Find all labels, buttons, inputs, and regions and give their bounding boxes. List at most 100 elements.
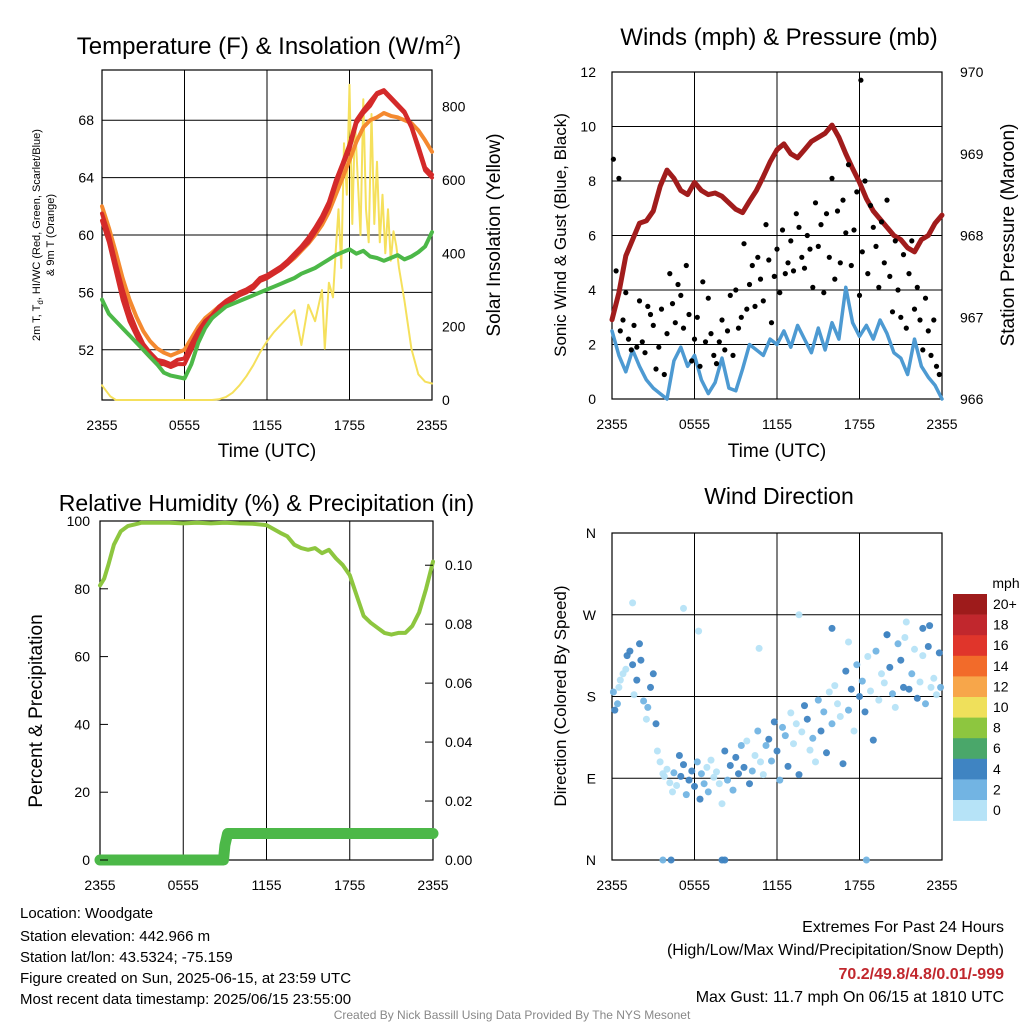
gust-point [810, 284, 816, 290]
direction-point [691, 782, 698, 790]
direction-point [905, 685, 913, 693]
temp-x-tick-1755-3: 1755 [334, 417, 365, 433]
gust-point [845, 162, 852, 168]
gust-point [892, 238, 898, 244]
direction-point [839, 760, 847, 768]
gust-point [829, 175, 835, 181]
gust-point [928, 352, 934, 358]
direction-point [937, 683, 945, 691]
direction-point [622, 665, 630, 673]
gust-point [832, 276, 838, 282]
direction-point [616, 676, 624, 684]
legend-swatch-20+ [953, 594, 987, 615]
station-pressure-line [609, 122, 945, 323]
rh-yr-tick-0.04: 0.04 [445, 734, 472, 750]
wind-y-right-label: Station Pressure (Maroon) [998, 124, 1019, 347]
direction-point [713, 768, 720, 776]
wind-x-tick-1155-2: 1155 [762, 416, 792, 432]
gust-point [774, 246, 780, 252]
rh-yr-tick-0.02: 0.02 [445, 793, 472, 809]
rh-y-tick-60: 60 [74, 649, 90, 665]
direction-point [680, 604, 687, 612]
gust-point [752, 303, 758, 309]
station-latlon: Station lat/lon: 43.5324; -75.159 [20, 949, 233, 966]
gust-point [683, 262, 689, 269]
direction-point [703, 763, 711, 771]
gust-point [724, 328, 731, 334]
rh-y-tick-0: 0 [82, 852, 90, 868]
rh-x-tick-2355-4: 2355 [417, 877, 448, 893]
direction-point [930, 674, 938, 682]
gust-point [812, 200, 819, 206]
direction-point [666, 779, 674, 787]
direction-point [636, 640, 643, 648]
gust-point [722, 347, 728, 353]
legend-label-10: 10 [993, 699, 1009, 715]
rh-yr-tick-0.00: 0.00 [445, 852, 472, 868]
direction-point [696, 795, 704, 803]
gust-point [933, 363, 940, 369]
direction-point [707, 756, 715, 764]
gust-point [922, 295, 929, 301]
gust-point [664, 331, 670, 337]
direction-point [663, 765, 671, 773]
direction-point [748, 767, 756, 775]
gust-point [856, 292, 863, 298]
direction-point [735, 770, 742, 778]
direction-point [872, 647, 880, 655]
direction-point [680, 761, 687, 769]
direction-point [642, 715, 650, 723]
wind-y-tick-2: 2 [588, 337, 596, 353]
direction-point [861, 708, 869, 716]
extremes-title: Extremes For Past 24 Hours [802, 919, 1004, 936]
gust-point [851, 227, 857, 233]
direction-point [715, 780, 723, 788]
legend-label-16: 16 [993, 637, 1009, 653]
direction-point [926, 622, 934, 630]
gust-point [779, 227, 786, 233]
gust-point [697, 363, 703, 369]
station-location: Location: Woodgate [20, 905, 154, 922]
temperature-insolation-chart: 2355 0555 1155 1755 2355 52 56 60 64 68 0 200 400 600… [31, 32, 505, 462]
gust-point [818, 222, 824, 228]
direction-point [609, 688, 617, 696]
gust-point [881, 260, 887, 266]
gust-point [702, 339, 709, 345]
temp-chart-title: Temperature (F) & Insolation (W/m2) [77, 32, 461, 60]
gust-point [749, 262, 755, 269]
direction-point [779, 723, 786, 731]
gust-point [634, 344, 640, 350]
gust-point [741, 241, 747, 247]
wind-x-tick-1755-3: 1755 [844, 416, 875, 432]
temp-x-tick-0555-1: 0555 [169, 417, 200, 433]
rh-y-tick-80: 80 [74, 581, 90, 597]
direction-point [721, 747, 729, 755]
gust-point [862, 178, 868, 184]
gust-point [613, 268, 619, 274]
legend-label-18: 18 [993, 617, 1009, 633]
gust-point [735, 325, 742, 331]
legend-swatch-18 [953, 614, 987, 636]
direction-point [842, 667, 850, 675]
gust-point [700, 279, 706, 285]
legend-swatch-8 [953, 717, 987, 739]
gust-point [636, 298, 643, 304]
wind-yr-tick-968: 968 [960, 228, 984, 244]
gust-point [931, 317, 937, 323]
direction-point [743, 737, 751, 745]
sonic-wind-line [610, 285, 944, 401]
wind-y-tick-12: 12 [580, 64, 596, 80]
dir-y-axis-label: Direction (Colored By Speed) [551, 585, 570, 806]
gust-point [672, 320, 678, 326]
gust-point [887, 273, 893, 279]
direction-point [724, 776, 731, 784]
temp-x-tick-2355-0: 2355 [86, 417, 117, 433]
gust-point [768, 320, 775, 326]
dir-y-tick-S-2: S [587, 689, 596, 705]
gust-point [906, 271, 912, 277]
direction-point [875, 696, 883, 704]
direction-point [649, 670, 657, 678]
gust-point [716, 339, 722, 345]
recent-timestamp: Most recent data timestamp: 2025/06/15 2… [20, 991, 352, 1008]
direction-point [847, 685, 855, 693]
